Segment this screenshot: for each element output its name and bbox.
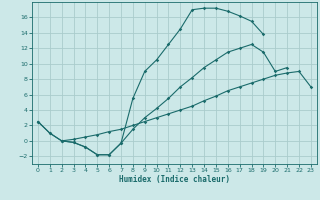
X-axis label: Humidex (Indice chaleur): Humidex (Indice chaleur): [119, 175, 230, 184]
